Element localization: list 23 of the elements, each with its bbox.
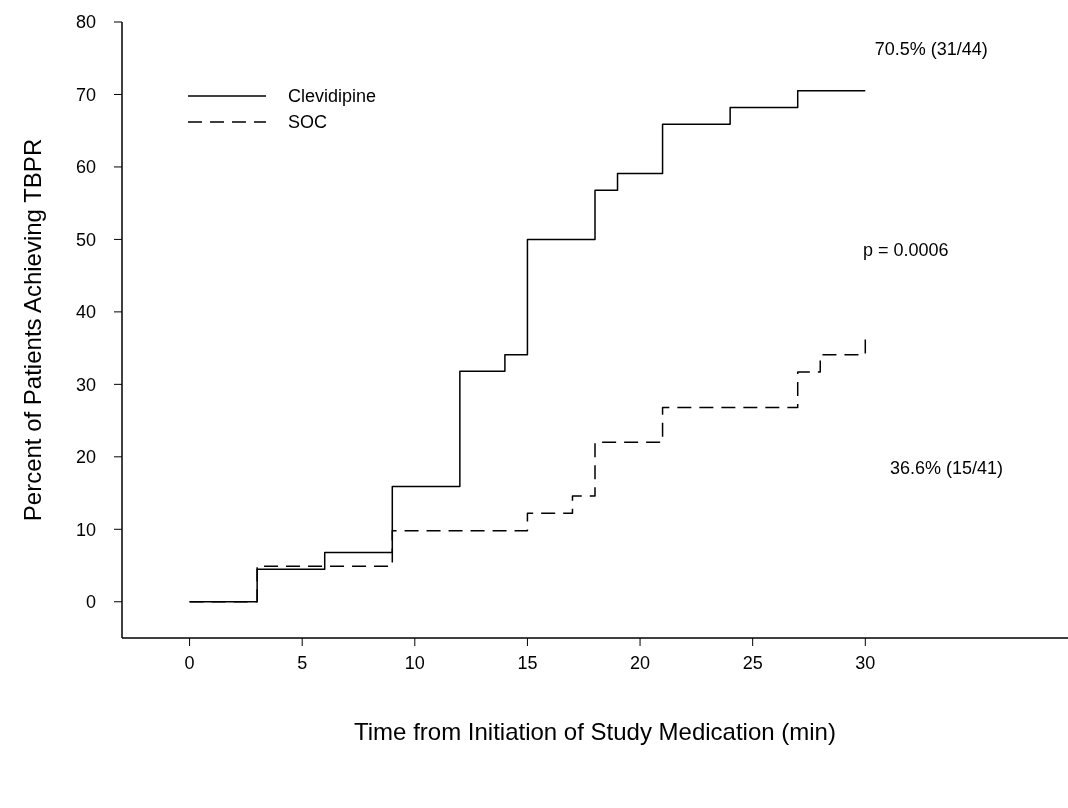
y-tick-label: 0 <box>85 592 96 613</box>
y-axis-title: Percent of Patients Achieving TBPR <box>18 138 46 522</box>
annotation: p = 0.0006 <box>863 240 949 261</box>
legend-label: SOC <box>288 111 328 133</box>
x-tick-label: 10 <box>404 652 425 673</box>
y-tick-label: 20 <box>75 447 96 468</box>
y-tick-label: 10 <box>75 519 96 540</box>
x-tick-label: 5 <box>297 652 308 673</box>
x-tick-label: 25 <box>742 652 763 673</box>
y-tick-label: 60 <box>75 157 96 178</box>
x-axis-title: Time from Initiation of Study Medication (min) <box>354 718 836 745</box>
y-tick-label: 50 <box>75 229 96 250</box>
y-tick-label: 40 <box>75 302 96 323</box>
x-tick-label: 15 <box>517 652 538 673</box>
annotation: 70.5% (31/44) <box>874 38 988 59</box>
y-tick-label: 30 <box>75 374 96 395</box>
x-tick-label: 30 <box>855 652 876 673</box>
y-tick-label: 70 <box>75 84 96 105</box>
x-tick-label: 0 <box>184 652 195 673</box>
annotation: 36.6% (15/41) <box>890 458 1004 479</box>
y-tick-label: 80 <box>75 12 96 33</box>
x-tick-label: 20 <box>630 652 651 673</box>
legend-label: Clevidipine <box>288 85 377 107</box>
